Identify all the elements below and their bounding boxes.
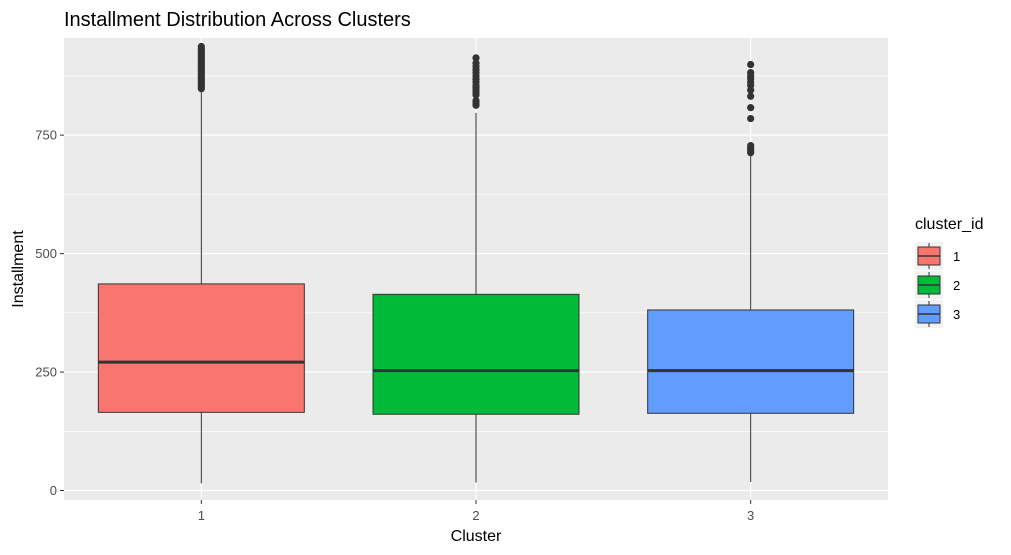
outlier-point [747, 92, 755, 100]
legend-entry-2: 2 [915, 271, 960, 299]
legend-label: 2 [953, 278, 960, 293]
outlier-point [472, 54, 480, 62]
x-tick-label: 1 [198, 508, 205, 523]
outlier-point [747, 141, 755, 150]
y-axis-title: Installment [10, 230, 27, 308]
x-tick-label: 3 [747, 508, 754, 523]
y-tick-label: 750 [35, 128, 57, 143]
chart-title: Installment Distribution Across Clusters [64, 9, 411, 31]
box-body [647, 309, 855, 414]
outlier-point [747, 114, 755, 123]
legend-entry-1: 1 [915, 242, 960, 270]
x-tick-label: 2 [472, 508, 479, 523]
legend-entry-3: 3 [915, 300, 960, 328]
legend-entries: 1 2 3 [915, 242, 960, 328]
legend-label: 1 [953, 249, 960, 264]
legend-label: 3 [953, 307, 960, 322]
outlier-point [747, 60, 755, 69]
legend: cluster_id 1 2 3 [915, 216, 983, 328]
legend-title: cluster_id [915, 216, 983, 233]
boxplot-cluster-2 [372, 54, 580, 483]
box-body [372, 293, 580, 415]
axes: 0 250 500 750 1 2 3 [35, 128, 754, 523]
boxplot-cluster-3 [647, 60, 855, 482]
boxplot-cluster-1 [97, 42, 305, 484]
outlier-point [747, 104, 755, 112]
outlier-point [197, 42, 205, 51]
outlier-point [747, 68, 755, 77]
outlier-point [472, 96, 480, 105]
y-tick-label: 500 [35, 246, 57, 261]
y-tick-label: 250 [35, 365, 57, 380]
boxplots [97, 42, 855, 484]
x-axis-title: Cluster [451, 528, 502, 545]
y-tick-label: 0 [50, 483, 57, 498]
outlier-point [472, 59, 480, 67]
box-body [97, 283, 305, 413]
